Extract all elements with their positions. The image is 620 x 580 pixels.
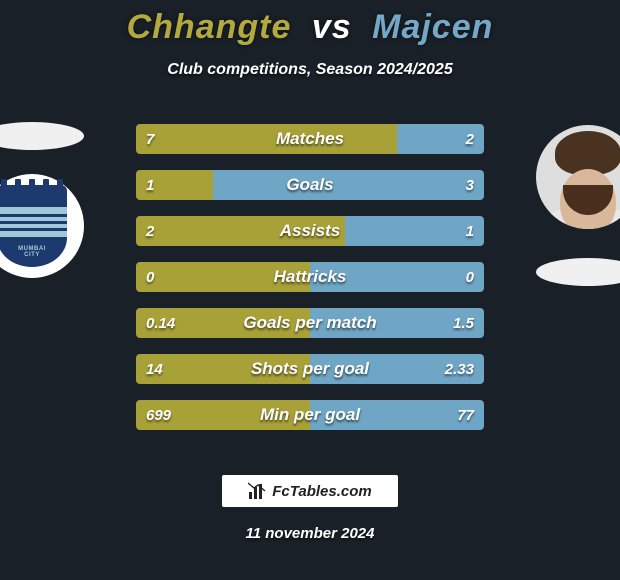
player1-oval: [0, 122, 84, 150]
title-vs: vs: [312, 8, 352, 46]
footer-date: 11 november 2024: [0, 525, 620, 542]
stat-row: 21Assists: [136, 216, 484, 246]
stat-label: Goals: [136, 170, 484, 200]
subtitle: Club competitions, Season 2024/2025: [0, 61, 620, 79]
stat-label: Hattricks: [136, 262, 484, 292]
player2-oval: [536, 258, 620, 286]
bar-chart-icon: [248, 482, 266, 500]
footer: FcTables.com 11 november 2024: [0, 475, 620, 542]
stat-row: 69977Min per goal: [136, 400, 484, 430]
stat-row: 0.141.5Goals per match: [136, 308, 484, 338]
title-player2: Majcen: [372, 8, 493, 46]
mumbai-city-crest-icon: MUMBAI CITY: [0, 185, 67, 267]
brand-text: FcTables.com: [272, 483, 371, 500]
stat-label: Shots per goal: [136, 354, 484, 384]
stats-bars: 72Matches 13Goals 21Assists 00Hattricks 0.14…: [136, 124, 484, 446]
stat-label: Goals per match: [136, 308, 484, 338]
crest-text-2: CITY: [24, 252, 40, 258]
stat-label: Min per goal: [136, 400, 484, 430]
stat-label: Matches: [136, 124, 484, 154]
player1-club-logo: MUMBAI CITY: [0, 174, 84, 278]
fctables-logo[interactable]: FcTables.com: [222, 475, 398, 507]
stat-label: Assists: [136, 216, 484, 246]
stat-row: 00Hattricks: [136, 262, 484, 292]
page-title: Chhangte vs Majcen: [0, 8, 620, 47]
player2-photo: [536, 125, 620, 229]
stat-row: 142.33Shots per goal: [136, 354, 484, 384]
stat-row: 13Goals: [136, 170, 484, 200]
header: Chhangte vs Majcen Club competitions, Se…: [0, 0, 620, 79]
title-player1: Chhangte: [127, 8, 292, 46]
stat-row: 72Matches: [136, 124, 484, 154]
